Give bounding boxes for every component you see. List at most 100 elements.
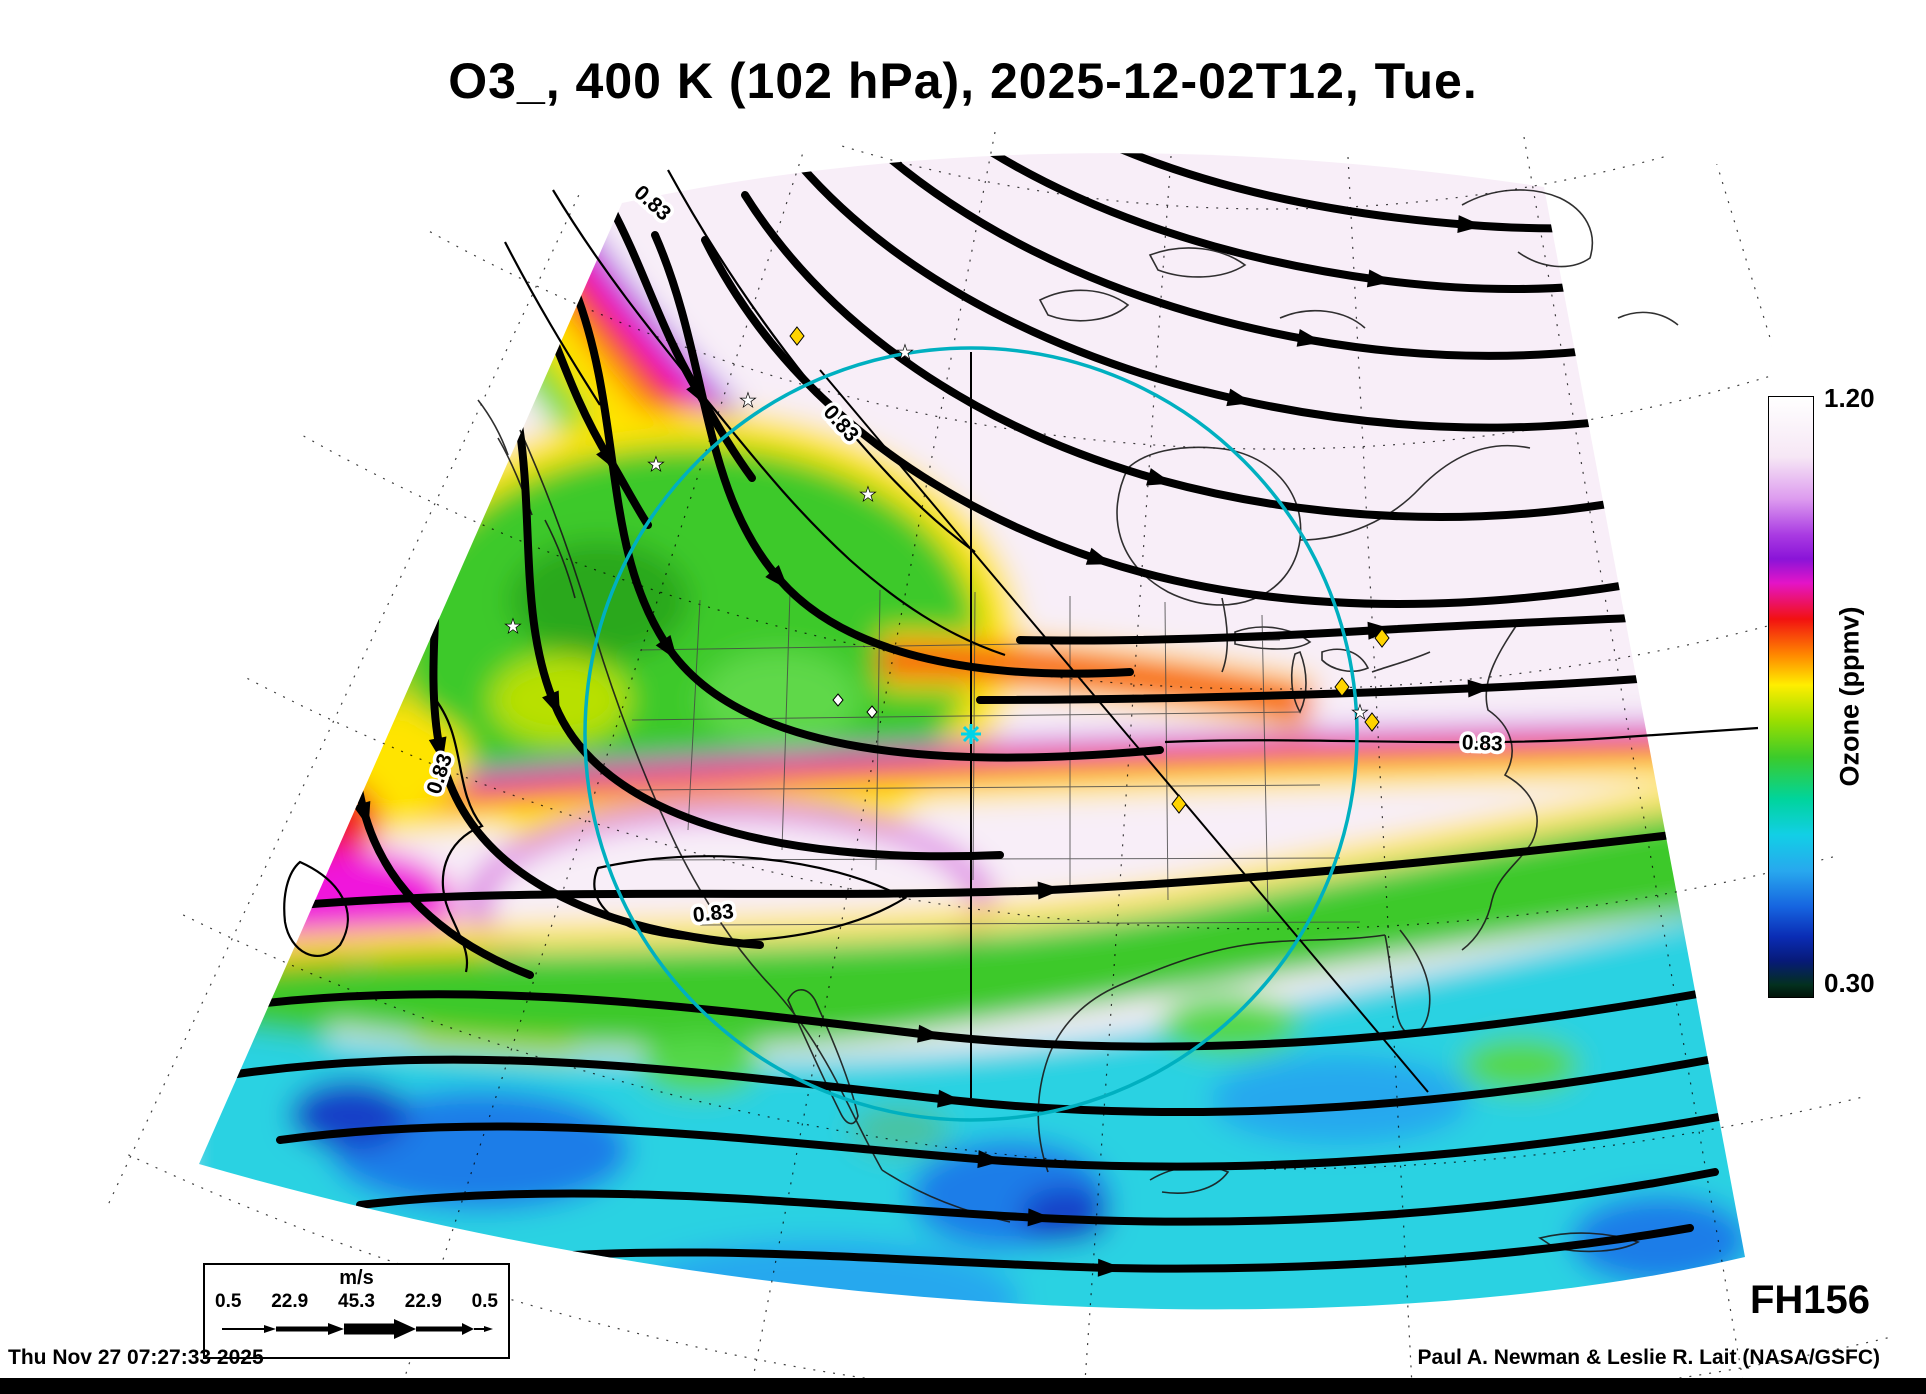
ozone-blob (1210, 1055, 1470, 1145)
ozone-blob (640, 1035, 760, 1095)
generation-timestamp: Thu Nov 27 07:27:33 2025 (8, 1346, 264, 1369)
marker-diamond (1171, 794, 1187, 814)
ozone-blob (1460, 1037, 1580, 1093)
marker-diamond-small (866, 705, 878, 719)
wind-legend-values: 0.5 22.9 45.3 22.9 0.5 (205, 1291, 508, 1313)
streamline-path (356, 1168, 1719, 1227)
wind-legend-arrow (221, 1319, 493, 1339)
coastline-path (544, 519, 576, 599)
contour-label: 0.83 (692, 900, 735, 927)
marker-diamond (1334, 677, 1350, 697)
state-line (687, 599, 701, 831)
wind-speed-legend: m/s 0.5 22.9 45.3 22.9 0.5 (203, 1263, 510, 1359)
coastline-path (1461, 189, 1594, 268)
ozone-band (329, 727, 1745, 811)
coastline-path (1299, 444, 1531, 541)
wind-legend-value: 0.5 (215, 1291, 242, 1312)
graticule-meridian (1347, 156, 1427, 1394)
ozone-blob (490, 655, 630, 745)
station-markers: ★ ★ ★ ★ ★ ★ (504, 326, 1390, 814)
graticule-meridian (60, 120, 660, 1384)
coastline-path (1538, 1232, 1640, 1253)
ozone-blob (1020, 1187, 1110, 1243)
range-circle-ring (583, 346, 1359, 1122)
streamline-path (276, 1111, 1734, 1171)
credit-line: Paul A. Newman & Leslie R. Lait (NASA/GS… (1417, 1346, 1880, 1369)
contour-label: 0.83 (1461, 731, 1503, 755)
coastline-path (1116, 446, 1302, 606)
contour-line (1164, 726, 1759, 744)
coastline-path (1234, 626, 1312, 650)
coastline-path (787, 989, 859, 1125)
ozone-blob (200, 610, 400, 750)
wind-legend-value: 0.5 (471, 1291, 498, 1312)
ozone-blob (700, 650, 860, 750)
marker-diamond (1374, 628, 1390, 648)
streamline-path (226, 1051, 1739, 1117)
coastline-path (1617, 311, 1679, 326)
marker-star: ★ (1351, 700, 1369, 724)
bottom-black-bar (0, 1378, 1926, 1394)
ozone-blob (510, 540, 690, 660)
coastline-path (1148, 247, 1247, 278)
ozone-blob (1160, 995, 1300, 1055)
marker-star: ★ (859, 482, 877, 506)
marker-star: ★ (647, 452, 665, 476)
wind-legend-value: 45.3 (338, 1291, 375, 1312)
state-line (1164, 601, 1169, 901)
coastline-path (1371, 651, 1431, 673)
coastline-path (1038, 289, 1130, 322)
streamline-path (571, 286, 1164, 762)
range-circle (583, 346, 1359, 1122)
wind-legend-value: 22.9 (404, 1291, 442, 1312)
colorbar-min-label: 0.30 (1824, 968, 1875, 998)
marker-diamond (1364, 712, 1380, 732)
marker-star: ★ (739, 388, 757, 412)
state-line (699, 921, 1361, 926)
marker-diamond-small (832, 693, 844, 707)
state-boundaries (627, 589, 1361, 926)
coastline-path (1321, 648, 1370, 672)
streamline-path (496, 346, 1004, 861)
reference-line-diagonal (819, 369, 1429, 1093)
state-line (781, 591, 791, 851)
ozone-blob (1570, 1195, 1745, 1285)
wind-legend-units: m/s (339, 1267, 374, 1289)
streamline-path (206, 986, 1724, 1051)
graticule-parallel (60, 120, 1900, 690)
streamline-path (476, 1224, 1694, 1277)
ozone-region (199, 795, 1745, 1049)
streamline-path (606, 201, 756, 482)
ozone-band (329, 721, 1745, 789)
state-line (875, 589, 881, 871)
coastline-path (1279, 309, 1366, 329)
figure-title: O3_, 400 K (102 hPa), 2025-12-02T12, Tue… (448, 53, 1478, 109)
graticule-meridian (708, 131, 996, 1394)
streamline-path (701, 236, 1745, 609)
colorbar-axis-label: Ozone (ppmv) (1834, 606, 1865, 786)
streamline-path (296, 821, 1745, 909)
streamline-path (741, 191, 1745, 521)
colorbar (1768, 396, 1814, 998)
wind-legend-value: 22.9 (271, 1291, 309, 1312)
colorbar-max-label: 1.20 (1824, 383, 1875, 413)
state-line (631, 711, 1301, 721)
marker-diamond (789, 326, 805, 346)
contour-line (283, 860, 349, 957)
ozone-band (199, 768, 1745, 970)
contour-line (552, 189, 1006, 657)
marker-star: ★ (504, 614, 522, 638)
range-circle-center-icon (961, 724, 981, 744)
state-line (627, 784, 1321, 791)
forecast-hour-label: FH156 (1749, 1278, 1871, 1322)
coastline-path (519, 429, 883, 1171)
coastline-path (1047, 934, 1386, 1059)
contour-line (504, 241, 601, 406)
state-line (1261, 614, 1269, 913)
streamline-path (651, 231, 1134, 678)
marker-star: ★ (896, 340, 914, 364)
coastline-path (477, 399, 509, 456)
